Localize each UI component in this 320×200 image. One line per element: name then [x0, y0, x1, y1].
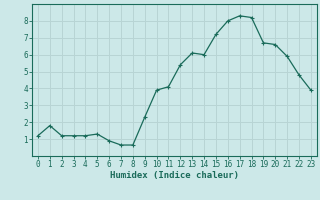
X-axis label: Humidex (Indice chaleur): Humidex (Indice chaleur) — [110, 171, 239, 180]
